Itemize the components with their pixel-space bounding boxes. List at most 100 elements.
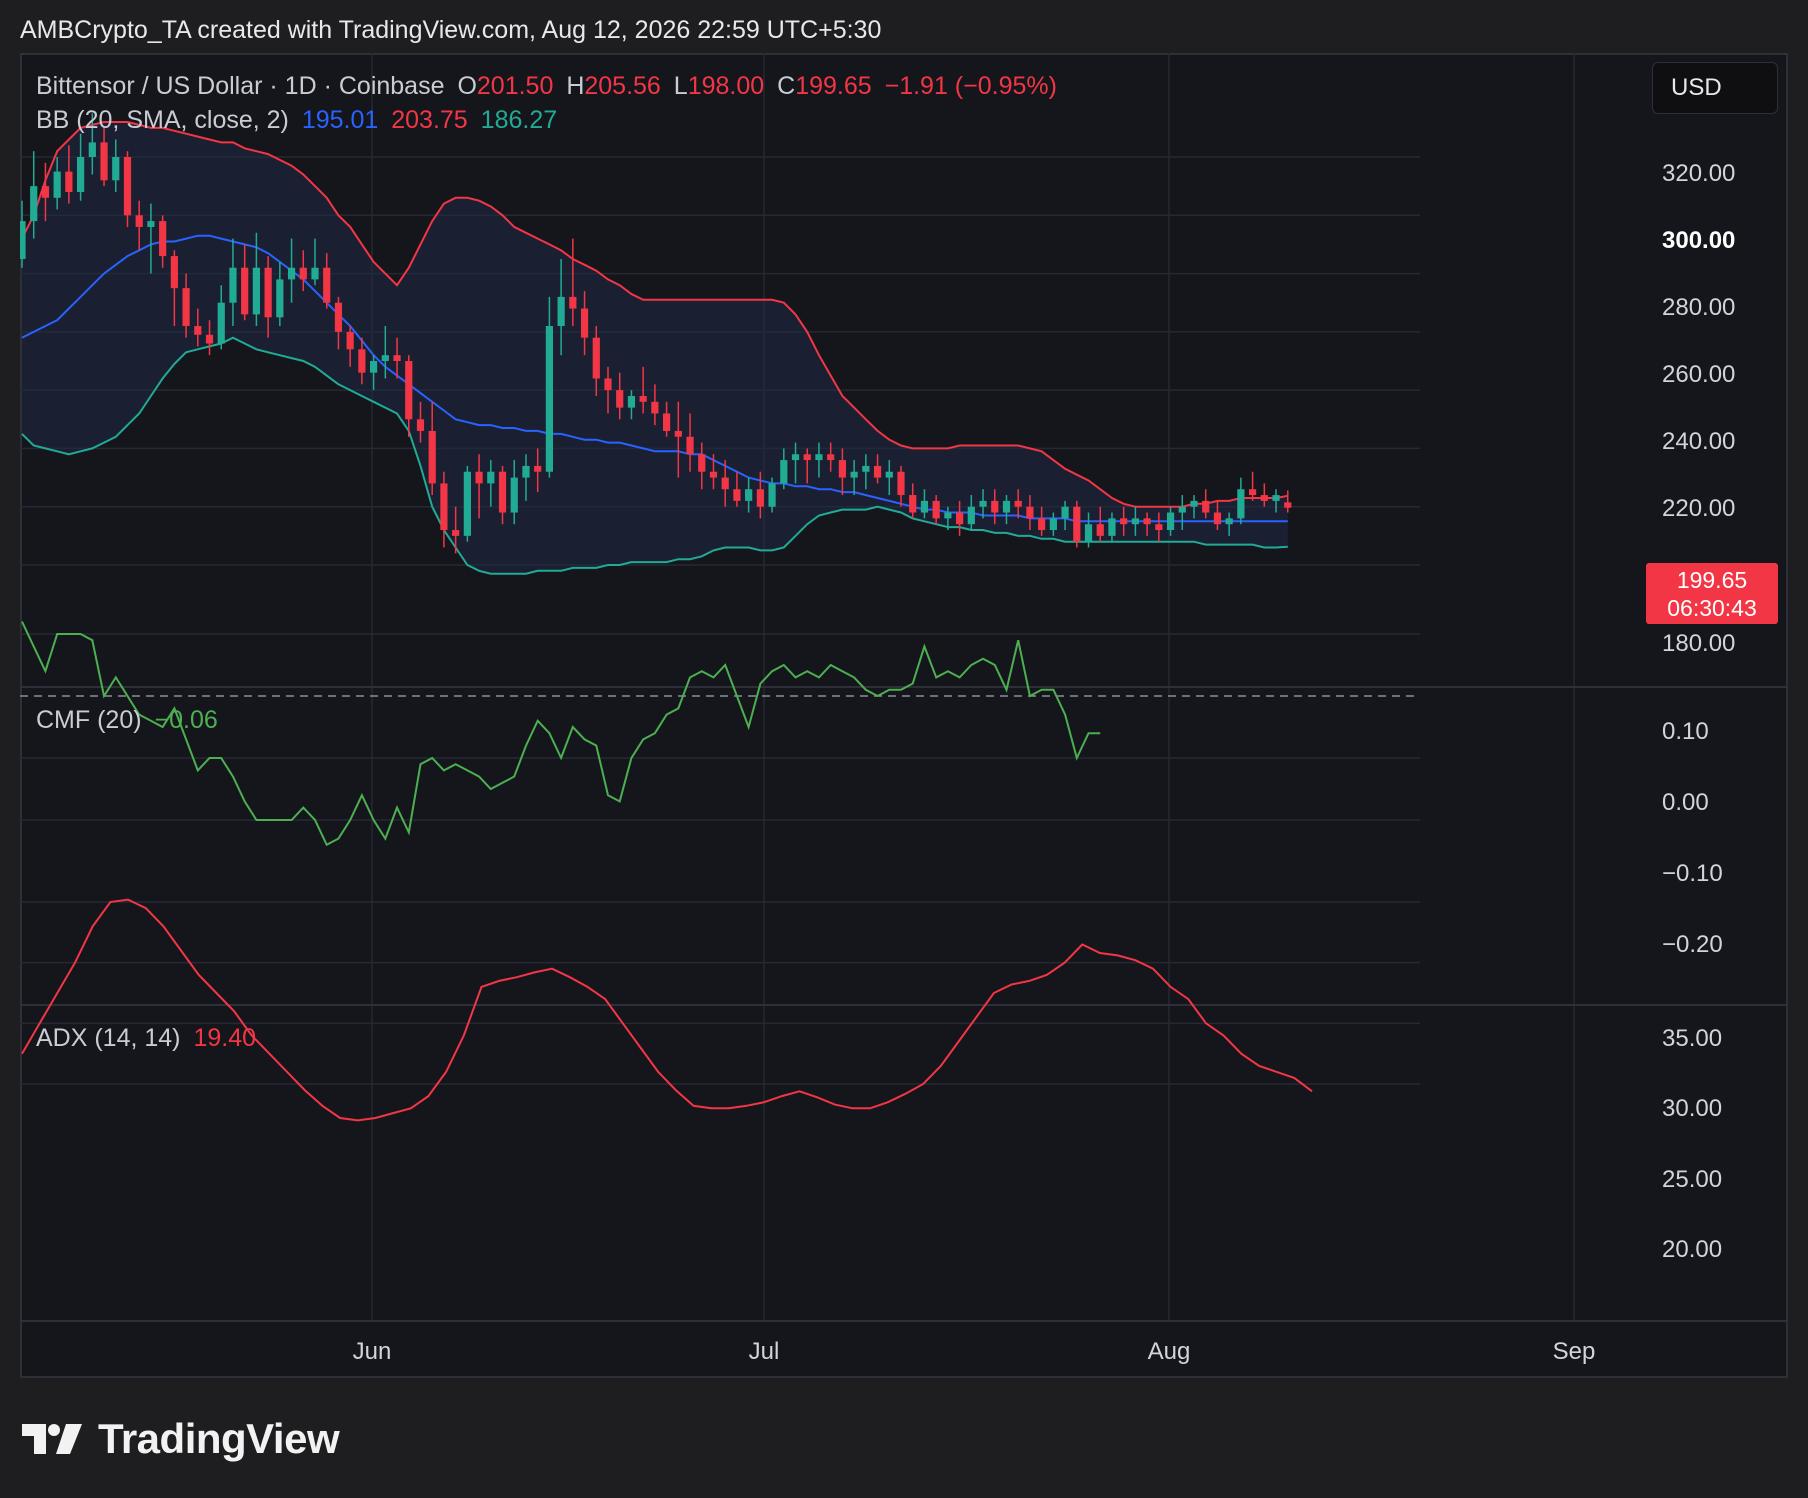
candle-body: [639, 395, 647, 402]
adx-axis-label: 30.00: [1662, 1095, 1723, 1122]
candle-body: [346, 331, 354, 350]
cmf-axis-label: −0.10: [1662, 860, 1723, 887]
tradingview-brand[interactable]: TradingView: [22, 1415, 340, 1463]
candle-body: [323, 267, 331, 303]
candle-body: [944, 512, 952, 519]
cmf-axis-label: 0.10: [1662, 718, 1709, 745]
candle-body: [416, 419, 425, 431]
candle-body: [534, 465, 542, 472]
candle-body: [264, 267, 272, 318]
high-label: H: [566, 72, 585, 100]
candle-body: [663, 413, 671, 431]
candle-body: [1249, 489, 1257, 496]
candle-body: [510, 477, 518, 513]
last-price: 199.65: [1676, 567, 1748, 593]
candle-body: [1213, 512, 1222, 525]
candle-body: [920, 500, 929, 513]
candle-body: [756, 489, 764, 507]
brand-name: TradingView: [98, 1415, 340, 1462]
candle-body: [205, 334, 214, 344]
candle-body: [1143, 518, 1151, 525]
price-axis-label: 240.00: [1662, 428, 1736, 455]
candle-body: [334, 302, 343, 332]
cmf-axis-label: −0.20: [1662, 931, 1723, 958]
adx-value: 19.40: [193, 1024, 257, 1052]
candle-body: [498, 471, 507, 513]
price-axis-label: 300.00: [1662, 227, 1736, 254]
bb-label: BB (20, SMA, close, 2): [36, 106, 289, 134]
bollinger-upper-line: [21, 121, 1288, 508]
price-axis-label: 180.00: [1662, 630, 1736, 657]
candle-body: [1120, 518, 1128, 525]
candlestick-series: [20, 113, 1292, 554]
candle-body: [1049, 518, 1057, 531]
candle-body: [674, 430, 682, 437]
candle-body: [850, 471, 858, 478]
candle-body: [956, 512, 964, 525]
candle-body: [745, 489, 753, 501]
close-label: C: [777, 72, 796, 100]
candle-body: [299, 267, 307, 280]
candle-body: [463, 471, 471, 536]
time-axis-label: Jun: [352, 1338, 392, 1365]
candle-body: [229, 267, 237, 303]
candle-body: [932, 500, 940, 519]
candle-body: [41, 186, 50, 198]
candle-body: [780, 460, 788, 484]
candle-body: [709, 471, 718, 478]
candle-body: [733, 489, 741, 501]
candle-body: [627, 395, 636, 408]
open-value: 201.50: [476, 72, 554, 100]
change-value: −1.91 (−0.95%): [884, 72, 1057, 100]
adx-axis-label: 20.00: [1662, 1236, 1723, 1263]
chart-caption: AMBCrypto_TA created with TradingView.co…: [20, 16, 882, 44]
symbol-title[interactable]: Bittensor / US Dollar · 1D · Coinbase: [36, 72, 445, 100]
candle-body: [440, 483, 448, 531]
candle-body: [1002, 500, 1011, 513]
low-label: L: [673, 72, 688, 100]
price-axis-label: 280.00: [1662, 294, 1736, 321]
close-value: 199.65: [795, 72, 872, 100]
candle-body: [30, 186, 38, 222]
candle-body: [651, 401, 659, 414]
chart-canvas[interactable]: [20, 53, 1788, 1378]
candle-body: [1260, 495, 1268, 501]
candle-body: [1225, 518, 1233, 525]
candle-body: [1026, 506, 1034, 519]
candle-body: [1202, 500, 1210, 513]
adx-legend[interactable]: ADX (14, 14) 19.40: [36, 1024, 262, 1053]
candle-body: [1155, 524, 1163, 531]
time-axis-label: Aug: [1147, 1338, 1191, 1365]
candle-body: [522, 465, 530, 478]
candle-body: [487, 471, 495, 484]
candle-body: [100, 142, 108, 181]
candle-body: [287, 267, 296, 280]
high-value: 205.56: [584, 72, 661, 100]
candle-body: [557, 296, 565, 327]
open-label: O: [457, 72, 477, 100]
candle-body: [65, 171, 73, 192]
candle-body: [1284, 502, 1292, 508]
candle-body: [815, 454, 823, 461]
candle-body: [580, 308, 589, 338]
bb-legend[interactable]: BB (20, SMA, close, 2) 195.01 203.75 186…: [36, 106, 563, 135]
cmf-legend[interactable]: CMF (20) −0.06: [36, 706, 224, 735]
candle-body: [393, 355, 401, 361]
candle-body: [170, 256, 178, 289]
candle-body: [147, 221, 155, 227]
candle-body: [276, 279, 284, 318]
candle-body: [909, 495, 917, 513]
candle-body: [862, 465, 870, 472]
candle-body: [592, 337, 600, 379]
candle-body: [405, 361, 413, 420]
candle-body: [1096, 524, 1104, 536]
candle-body: [721, 477, 729, 490]
candle-body: [873, 465, 882, 478]
currency-button[interactable]: USD: [1652, 62, 1778, 114]
candle-body: [991, 500, 999, 513]
candle-body: [123, 157, 132, 216]
candle-body: [791, 454, 800, 461]
candle-body: [370, 361, 378, 373]
candle-body: [88, 142, 96, 157]
candle-body: [1038, 518, 1046, 531]
